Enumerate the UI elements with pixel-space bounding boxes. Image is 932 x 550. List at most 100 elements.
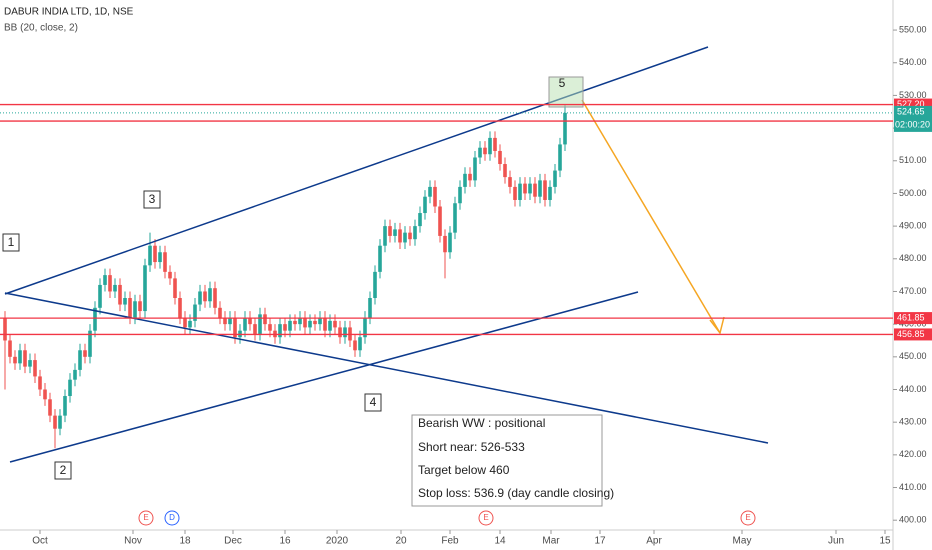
y-tick-label: 410.00 [899,482,927,492]
candle-body [253,324,257,334]
candle-body [168,271,172,279]
candle-body [363,317,367,338]
candle-body [143,265,147,312]
price-tag [894,105,932,132]
candle-body [428,186,432,197]
candle-body [388,226,392,236]
candle-body [418,213,422,227]
candle-body [443,235,447,253]
candle-body [373,271,377,299]
candle-body [508,177,512,187]
candle-body [258,314,262,334]
candle-body [178,298,182,318]
wave-label: 5 [559,76,566,90]
candle-body [313,320,317,325]
candle-body [113,284,117,292]
candle-body [343,327,347,338]
y-tick-label: 490.00 [899,220,927,230]
note-box: Bearish WW : positional Short near: 526-… [411,414,614,507]
y-tick-label: 430.00 [899,417,927,427]
candle-body [218,307,222,318]
y-tick-label: 500.00 [899,188,927,198]
label-box [364,393,382,412]
x-tick-label: Apr [646,536,662,547]
candle-body [353,340,357,351]
candle-body [398,229,402,243]
y-tick-label: 440.00 [899,384,927,394]
x-tick-label: 2020 [326,536,349,547]
candle-body [183,317,187,328]
candles [3,105,567,449]
candle-body [513,186,517,200]
candle-body [328,320,332,331]
candle-body [63,396,67,416]
candle-body [133,301,137,318]
candle-body [498,150,502,165]
event-label: E [143,513,148,522]
candle-body [163,252,167,272]
candle-body [108,275,112,292]
candle-body [208,288,212,302]
candle-body [73,369,77,380]
wave-label: 3 [143,190,161,209]
candle-body [13,356,17,364]
y-tick-label: 420.00 [899,449,927,459]
wave-label: 2 [54,461,72,480]
candle-body [233,317,237,338]
candle-body [378,245,382,272]
candle-body [408,232,412,240]
candle-body [538,180,542,197]
candle-body [403,232,407,243]
candle-body [468,173,472,181]
candle-body [433,186,437,207]
candle-body [8,340,12,357]
candle-body [78,350,82,370]
candle-body [68,379,72,397]
candle-body [473,157,477,181]
x-tick-label: Nov [124,536,142,547]
candle-body [263,314,267,325]
candle-body [103,275,107,285]
candle-body [523,183,527,194]
price-tag-label: 461.85 [897,312,925,322]
y-tick-label: 480.00 [899,253,927,263]
y-tick-label: 530.00 [899,90,927,100]
candle-body [463,173,467,187]
x-tick-label: Oct [32,536,48,547]
arrow-line [581,99,721,334]
y-tick-label: 550.00 [899,24,927,34]
candle-body [148,245,152,266]
candle-body [193,304,197,321]
note-line: Short near: 526-533 [418,440,525,454]
candle-body [88,330,92,357]
wave-text: 4 [370,395,377,409]
candle-body [298,317,302,325]
candle-body [203,291,207,302]
candle-body [413,226,417,240]
wave-text: 3 [149,192,156,206]
candle-body [228,317,232,325]
candle-body [223,317,227,325]
x-tick-label: Feb [441,536,459,547]
candle-body [18,350,22,364]
candle-body [43,389,47,400]
x-tick-label: 17 [594,536,606,547]
note-line: Target below 460 [418,463,510,477]
event-label: E [483,513,488,522]
trendline [9,291,639,463]
candle-body [478,147,482,158]
y-tick-label: 470.00 [899,286,927,296]
x-tick-label: Jun [828,536,844,547]
candle-body [28,360,32,367]
candle-body [383,226,387,246]
candle-body [553,170,557,187]
price-tag-label: 456.85 [897,329,925,339]
target-arrow [581,99,725,335]
price-tag [894,312,932,325]
candle-body [188,320,192,328]
candle-body [558,144,562,171]
countdown: 02:00:20 [895,119,930,129]
candle-body [528,183,532,194]
candle-body [3,317,7,341]
